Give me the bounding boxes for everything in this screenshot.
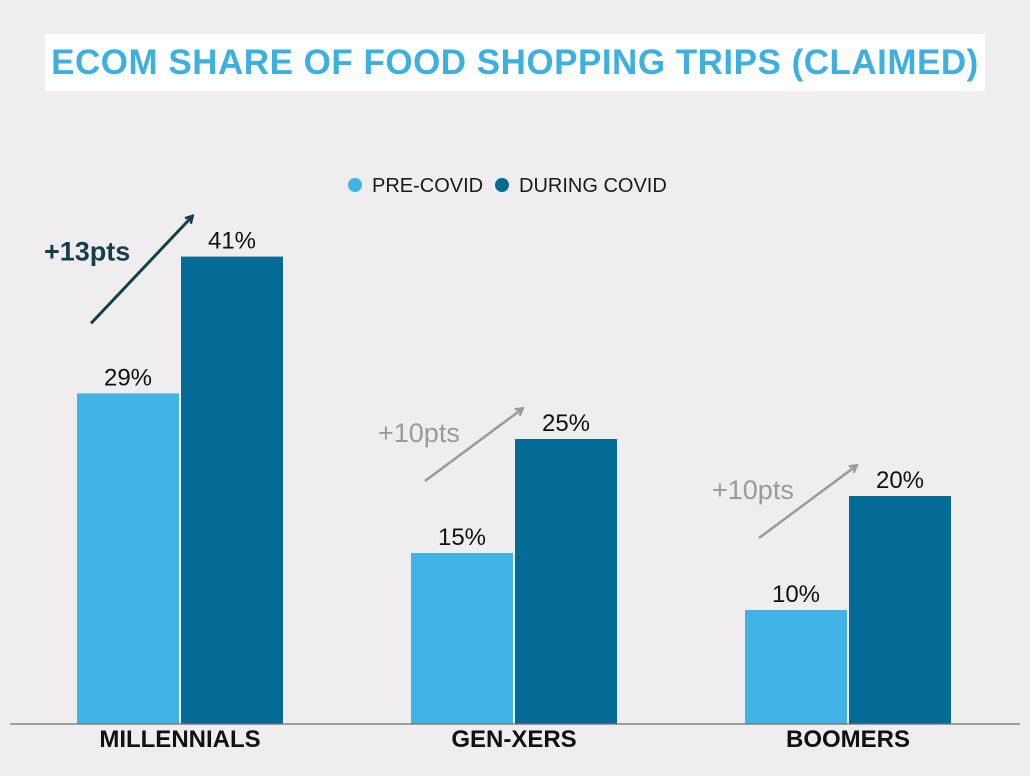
annotation-arrow-gen-xers bbox=[424, 409, 522, 483]
bar-pre-covid-boomers bbox=[745, 610, 847, 724]
annotation-label-gen-xers: +10pts bbox=[378, 418, 460, 448]
bar-pre-covid-millennials bbox=[77, 393, 179, 724]
legend-label-during-covid: DURING COVID bbox=[519, 175, 667, 197]
data-label-pre-covid-gen-xers: 15% bbox=[438, 524, 486, 551]
x-axis-tick-labels: MILLENNIALS GEN-XERS BOOMERS bbox=[99, 726, 910, 753]
data-label-pre-covid-boomers: 10% bbox=[772, 581, 820, 608]
annotation-arrow-millennials bbox=[89, 217, 192, 325]
x-tick-label-boomers: BOOMERS bbox=[786, 726, 910, 753]
data-label-during-covid-millennials: 41% bbox=[208, 228, 256, 255]
annotation-arrow-boomers bbox=[758, 466, 856, 540]
annotations-group: +13pts +10pts +10pts bbox=[44, 217, 856, 540]
annotation-label-boomers: +10pts bbox=[712, 475, 794, 505]
bar-during-covid-boomers bbox=[849, 496, 951, 724]
chart-title: ECOM SHARE OF FOOD SHOPPING TRIPS (CLAIM… bbox=[51, 42, 979, 82]
x-tick-label-millennials: MILLENNIALS bbox=[99, 726, 260, 753]
bar-pre-covid-gen-xers bbox=[411, 553, 513, 724]
data-label-pre-covid-millennials: 29% bbox=[104, 364, 152, 391]
annotation-label-millennials: +13pts bbox=[44, 236, 130, 266]
legend-label-pre-covid: PRE-COVID bbox=[372, 175, 483, 197]
bar-during-covid-gen-xers bbox=[515, 439, 617, 724]
x-tick-label-gen-xers: GEN-XERS bbox=[451, 726, 576, 753]
bars-group bbox=[77, 256, 951, 724]
chart-title-box: ECOM SHARE OF FOOD SHOPPING TRIPS (CLAIM… bbox=[45, 34, 985, 91]
legend-marker-pre-covid bbox=[348, 178, 362, 192]
data-label-during-covid-boomers: 20% bbox=[876, 467, 924, 494]
legend-marker-during-covid bbox=[495, 178, 509, 192]
bar-during-covid-millennials bbox=[181, 256, 283, 724]
legend: PRE-COVID DURING COVID bbox=[348, 175, 667, 197]
data-label-during-covid-gen-xers: 25% bbox=[542, 410, 590, 437]
data-labels-group: 29% 41% 15% 25% 10% 20% bbox=[104, 228, 924, 608]
